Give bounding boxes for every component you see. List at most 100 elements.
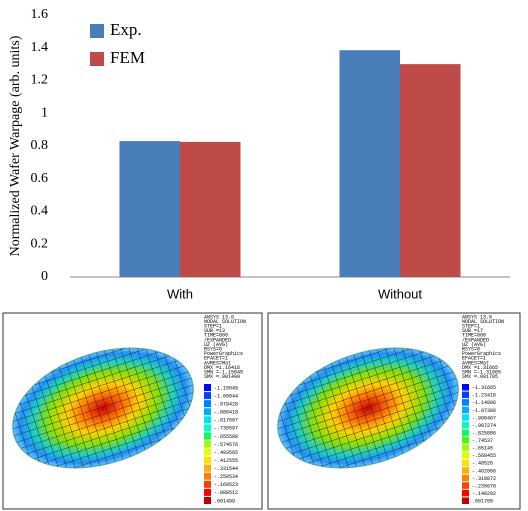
fem-legend-swatch — [204, 464, 211, 472]
fem-header: SUB =17 — [462, 328, 483, 334]
fem-legend-swatch — [462, 391, 469, 399]
fem-header: ANSYS 13.0 — [204, 314, 234, 320]
fem-legend-swatch — [204, 392, 211, 400]
fem-header: RSYS=0 — [462, 347, 480, 353]
mesh-line — [324, 367, 357, 467]
mesh-line — [280, 360, 443, 414]
fem-legend-value: -.65145 — [472, 446, 493, 452]
fem-legend-value: -.493565 — [214, 450, 238, 456]
fem-legend-swatch — [462, 489, 469, 497]
mesh-line — [96, 352, 131, 457]
fem-legend-swatch — [204, 432, 211, 440]
wafer-body — [277, 347, 459, 469]
mesh-line — [18, 355, 170, 406]
fem-legend-value: -.331544 — [214, 466, 238, 472]
fem-legend-swatch — [462, 452, 469, 459]
fem-header: STEP=1 — [462, 324, 480, 330]
wafer-body — [12, 347, 194, 469]
mesh-line — [278, 365, 449, 422]
fem-header: STEP=1 — [204, 324, 222, 330]
fem-header: DMX =1.31665 — [462, 365, 498, 371]
mesh-line — [290, 394, 314, 465]
fem-legend-value: -1.14806 — [472, 400, 496, 406]
fem-legend-swatch — [204, 440, 211, 448]
fem-header: SMN =-1.31665 — [462, 370, 501, 376]
mesh-line — [317, 371, 349, 468]
fem-legend-swatch — [204, 496, 211, 504]
fem-header: PowerGraphics — [462, 351, 501, 357]
fem-legend-swatch — [204, 384, 211, 392]
fem-header: PowerGraphics — [204, 351, 243, 357]
fem-legend-value: -1.06044 — [214, 393, 238, 399]
fem-legend-swatch — [462, 474, 469, 482]
fem-legend-swatch — [204, 400, 211, 408]
fem-header: SMX =.001499 — [204, 374, 240, 380]
fem-legend-swatch — [462, 384, 469, 391]
fem-legend-value: -.990467 — [472, 415, 496, 421]
mesh-line — [73, 360, 108, 464]
mesh-line — [346, 357, 381, 462]
mesh-line — [291, 400, 457, 454]
mesh-line — [299, 408, 454, 459]
wafer — [12, 347, 194, 469]
y-tick-label: 1.6 — [31, 7, 49, 22]
legend-label: Exp. — [110, 20, 142, 39]
fem-header: SMN =-1.15045 — [204, 370, 243, 376]
mesh-line — [174, 358, 190, 407]
mesh-line — [308, 417, 449, 464]
fem-header: DMX =1.16416 — [204, 365, 240, 371]
mesh-line — [21, 392, 194, 449]
mesh-line — [74, 439, 162, 468]
mesh-line — [402, 348, 431, 437]
fem-legend-swatch — [204, 416, 211, 424]
fem-legend-swatch — [462, 497, 469, 504]
wafer — [277, 347, 459, 469]
fem-legend-value: -.74537 — [472, 438, 493, 444]
fem-header: TIME=800 — [204, 333, 228, 339]
fem-header: /EXPANDED — [204, 337, 231, 343]
mesh-line — [56, 427, 175, 467]
fem-legend-swatch — [204, 472, 211, 480]
mesh-line — [52, 371, 84, 468]
fem-header: SUB =13 — [204, 328, 225, 334]
legend-swatch — [90, 24, 104, 38]
fem-legend-value: -.48526 — [472, 461, 493, 467]
y-axis-label: Normalized Wafer Warpage (arb. units) — [8, 35, 23, 256]
mesh-line — [145, 349, 173, 431]
y-tick-label: 0.6 — [31, 171, 49, 186]
y-tick-label: 0 — [41, 269, 48, 284]
mesh-line — [279, 378, 457, 436]
legend-swatch — [90, 52, 104, 66]
fem-legend-value: -.574576 — [214, 442, 238, 448]
fem-legend-value: -.655588 — [214, 434, 238, 440]
mesh-line — [377, 349, 411, 450]
mesh-line — [283, 355, 435, 406]
mesh-line — [45, 376, 76, 468]
fem-legend-value: -.140292 — [472, 491, 496, 497]
fem-legend-value: -.169523 — [214, 482, 238, 488]
mesh-line — [81, 357, 116, 462]
mesh-line — [361, 352, 396, 457]
mesh-line — [34, 348, 145, 386]
mesh-line — [439, 358, 455, 407]
mesh-line — [393, 348, 425, 442]
fem-legend-value: -.318872 — [472, 476, 496, 482]
mesh-line — [43, 417, 184, 464]
fem-header: UZ (AVG) — [462, 342, 486, 348]
fem-legend-value: -.402066 — [472, 468, 496, 474]
fem-legend-value: -.088512 — [214, 490, 238, 496]
fem-legend-swatch — [462, 399, 469, 406]
fem-legend-value: -1.15045 — [214, 385, 238, 391]
bar — [180, 141, 241, 277]
mesh-line — [14, 378, 192, 436]
mesh-line — [12, 371, 189, 430]
fem-legend-value: -.907274 — [472, 423, 496, 429]
fem-header: SMX =.001705 — [462, 374, 498, 380]
bar — [339, 50, 400, 277]
fem-legend-value: -.825886 — [472, 430, 496, 436]
mesh-line — [286, 392, 459, 449]
mesh-line — [16, 384, 193, 443]
fem-header: RSYS=0 — [204, 347, 222, 353]
mesh-line — [289, 351, 424, 396]
